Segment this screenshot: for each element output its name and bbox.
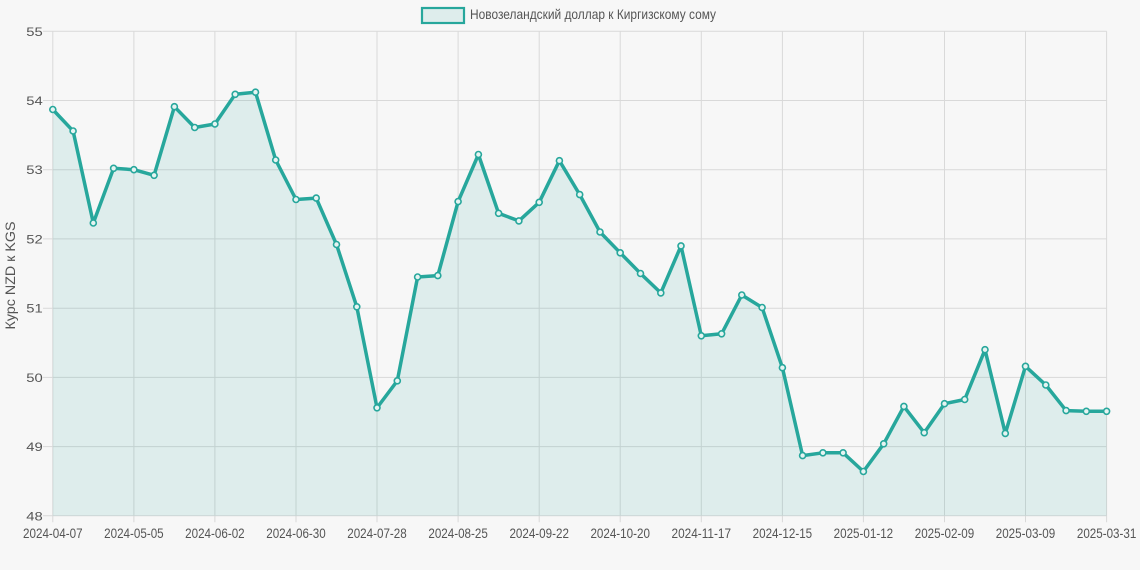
svg-text:2024-11-17: 2024-11-17 [672, 525, 732, 541]
svg-text:50: 50 [26, 371, 43, 385]
svg-text:53: 53 [26, 163, 43, 177]
svg-text:2024-12-15: 2024-12-15 [753, 525, 813, 541]
svg-text:2025-02-09: 2025-02-09 [915, 525, 975, 541]
svg-text:49: 49 [26, 440, 43, 454]
svg-text:54: 54 [26, 94, 43, 108]
svg-text:55: 55 [26, 25, 43, 39]
svg-text:2024-06-30: 2024-06-30 [266, 525, 326, 541]
svg-text:Курс NZD к KGS: Курс NZD к KGS [2, 222, 18, 330]
svg-text:51: 51 [26, 302, 43, 316]
svg-text:2025-01-12: 2025-01-12 [834, 525, 894, 541]
svg-text:2024-06-02: 2024-06-02 [185, 525, 245, 541]
svg-text:2024-07-28: 2024-07-28 [347, 525, 407, 541]
svg-text:52: 52 [26, 232, 43, 246]
svg-text:Новозеландский доллар к Киргиз: Новозеландский доллар к Киргизскому сому [470, 6, 716, 22]
svg-text:2024-08-25: 2024-08-25 [428, 525, 488, 541]
svg-text:2024-09-22: 2024-09-22 [509, 525, 569, 541]
svg-text:2024-10-20: 2024-10-20 [590, 525, 650, 541]
svg-text:2024-05-05: 2024-05-05 [104, 525, 164, 541]
svg-text:2024-04-07: 2024-04-07 [23, 525, 83, 541]
svg-text:48: 48 [26, 509, 43, 523]
svg-text:2025-03-09: 2025-03-09 [996, 525, 1056, 541]
svg-text:2025-03-31: 2025-03-31 [1077, 525, 1137, 541]
